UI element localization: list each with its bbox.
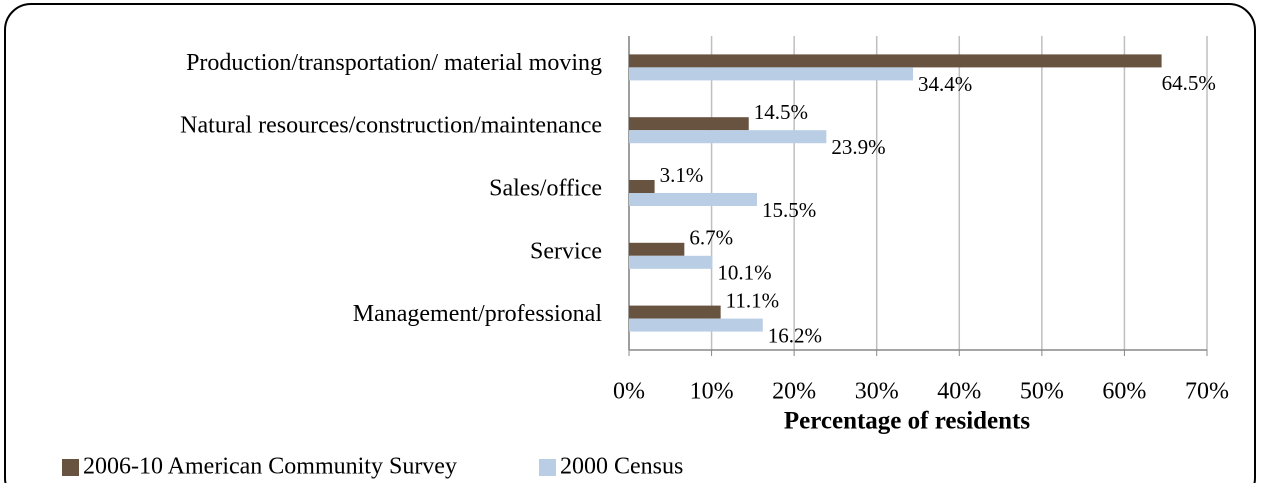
bar xyxy=(629,318,763,332)
bar xyxy=(629,255,713,269)
y-tick-label: Production/transportation/ material movi… xyxy=(186,50,602,76)
x-tick-label: 50% xyxy=(1020,379,1064,405)
data-label: 6.7% xyxy=(689,226,733,250)
legend-swatch xyxy=(62,459,79,476)
legend-label: 2006-10 American Community Survey xyxy=(83,454,457,480)
y-tick-label: Management/professional xyxy=(353,301,603,327)
data-label: 64.5% xyxy=(1162,71,1216,95)
data-label: 11.1% xyxy=(726,288,779,312)
x-tick-label: 70% xyxy=(1185,379,1229,405)
data-label: 10.1% xyxy=(717,261,771,285)
legend-swatch xyxy=(538,459,556,476)
x-tick-label: 0% xyxy=(613,379,645,405)
bar xyxy=(629,117,749,131)
bar xyxy=(629,180,655,193)
bar xyxy=(629,305,721,319)
x-tick-label: 40% xyxy=(937,379,981,405)
data-label: 34.4% xyxy=(918,72,972,96)
bar xyxy=(629,67,914,81)
data-label: 14.5% xyxy=(754,100,808,124)
x-tick-label: 10% xyxy=(690,379,734,405)
frame xyxy=(4,3,1256,483)
legend-label: 2000 Census xyxy=(560,454,683,480)
y-tick-label: Sales/office xyxy=(489,176,602,202)
bar xyxy=(629,193,757,206)
x-tick-label: 30% xyxy=(855,379,899,405)
bar xyxy=(629,54,1162,68)
data-label: 3.1% xyxy=(660,163,704,187)
x-axis-title: Percentage of residents xyxy=(784,408,1030,435)
bar xyxy=(629,130,827,144)
y-tick-label: Natural resources/construction/maintenan… xyxy=(180,113,602,139)
x-tick-label: 60% xyxy=(1102,379,1146,405)
bar xyxy=(629,242,685,256)
x-tick-label: 20% xyxy=(772,379,816,405)
data-label: 16.2% xyxy=(768,323,822,347)
data-label: 23.9% xyxy=(831,135,885,159)
y-tick-label: Service xyxy=(530,238,602,264)
data-label: 15.5% xyxy=(762,198,816,222)
